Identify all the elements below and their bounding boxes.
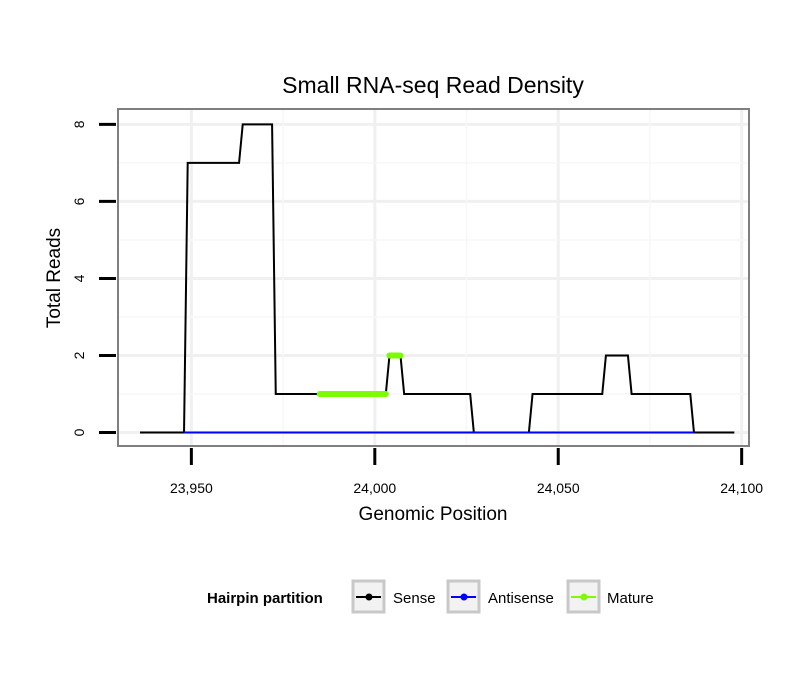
- x-axis-title: Genomic Position: [359, 504, 508, 525]
- y-tick-label: 2: [71, 351, 87, 359]
- y-axis-title: Total Reads: [44, 228, 65, 328]
- y-tick-label: 8: [71, 120, 87, 128]
- x-tick-label: 23,950: [170, 480, 213, 496]
- plot-border: [117, 108, 750, 447]
- y-tick-label: 4: [71, 274, 87, 282]
- x-tick-label: 24,000: [353, 480, 396, 496]
- legend-point-sense: [365, 593, 373, 601]
- legend-title: Hairpin partition: [207, 590, 323, 607]
- y-tick-label: 6: [71, 197, 87, 205]
- chart-title: Small RNA-seq Read Density: [282, 72, 584, 98]
- y-axis-ticks: 0 2 4 6 8: [71, 120, 116, 436]
- legend-label-mature: Mature: [607, 590, 654, 607]
- y-tick-label: 0: [71, 428, 87, 436]
- x-tick-label: 24,100: [720, 480, 763, 496]
- legend-label-sense: Sense: [393, 590, 436, 607]
- x-tick-label: 24,050: [537, 480, 580, 496]
- series-sense-line: [140, 123, 735, 434]
- legend: Hairpin partition Sense Antisense Mature: [207, 579, 654, 614]
- x-axis-ticks: 23,950 24,000 24,050 24,100: [170, 448, 763, 496]
- legend-point-mature: [580, 593, 588, 601]
- legend-point-antisense: [460, 593, 468, 601]
- series-layer: [140, 123, 735, 434]
- legend-label-antisense: Antisense: [488, 590, 554, 607]
- legend-key-antisense: [446, 579, 481, 614]
